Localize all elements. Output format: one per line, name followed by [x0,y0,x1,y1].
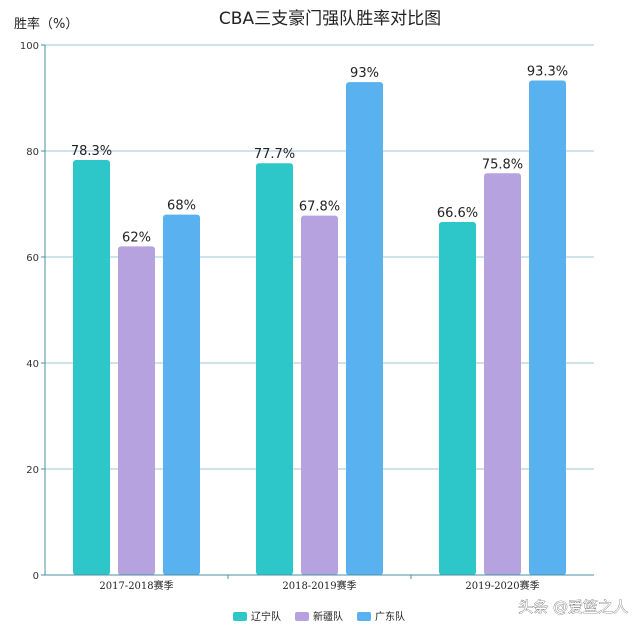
x-tick-label: 2019-2020赛季 [465,579,539,592]
bar [118,246,155,575]
data-label: 93.3% [527,65,568,80]
bar [163,214,200,575]
data-label: 62% [122,230,151,245]
bar [73,160,110,575]
bar [529,80,566,575]
data-label: 93% [350,66,379,81]
legend-swatch [233,612,247,621]
y-tick-label: 0 [33,571,39,582]
x-tick-label: 2017-2018赛季 [99,579,173,592]
y-tick-label: 60 [26,253,39,264]
data-label: 75.8% [482,157,523,172]
chart-title: CBA三支豪门强队胜率对比图 [219,8,441,29]
watermark-text: 头条 @爱篮之人 [518,598,628,616]
legend-swatch [357,612,371,621]
bar [256,163,293,575]
data-label: 77.7% [254,147,295,162]
y-axis-label: 胜率（%） [14,16,78,32]
legend-label: 广东队 [375,610,405,623]
data-label: 78.3% [71,144,112,159]
legend-swatch [295,612,309,621]
axes-layer: 0 20 40 60 80 100 2017-2018赛季 2018-2019赛季 2019-2… [20,41,594,592]
legend-label: 辽宁队 [251,610,281,623]
bar [346,82,383,575]
bar [301,215,338,575]
bars-layer: 78.3% 62% 68% 77.7% 67.8% 93% 66.6% 75.8% 93.3% [71,65,568,575]
data-label: 68% [167,199,196,214]
y-tick-label: 20 [26,465,39,476]
bar [439,222,476,575]
bar [484,173,521,575]
legend-label: 新疆队 [313,610,343,623]
legend: 辽宁队 新疆队 广东队 [233,610,405,623]
data-label: 67.8% [299,200,340,215]
x-tick-label: 2018-2019赛季 [282,579,356,592]
y-tick-label: 100 [20,41,39,52]
data-label: 66.6% [437,206,478,221]
y-tick-label: 80 [26,147,39,158]
y-tick-label: 40 [26,359,39,370]
